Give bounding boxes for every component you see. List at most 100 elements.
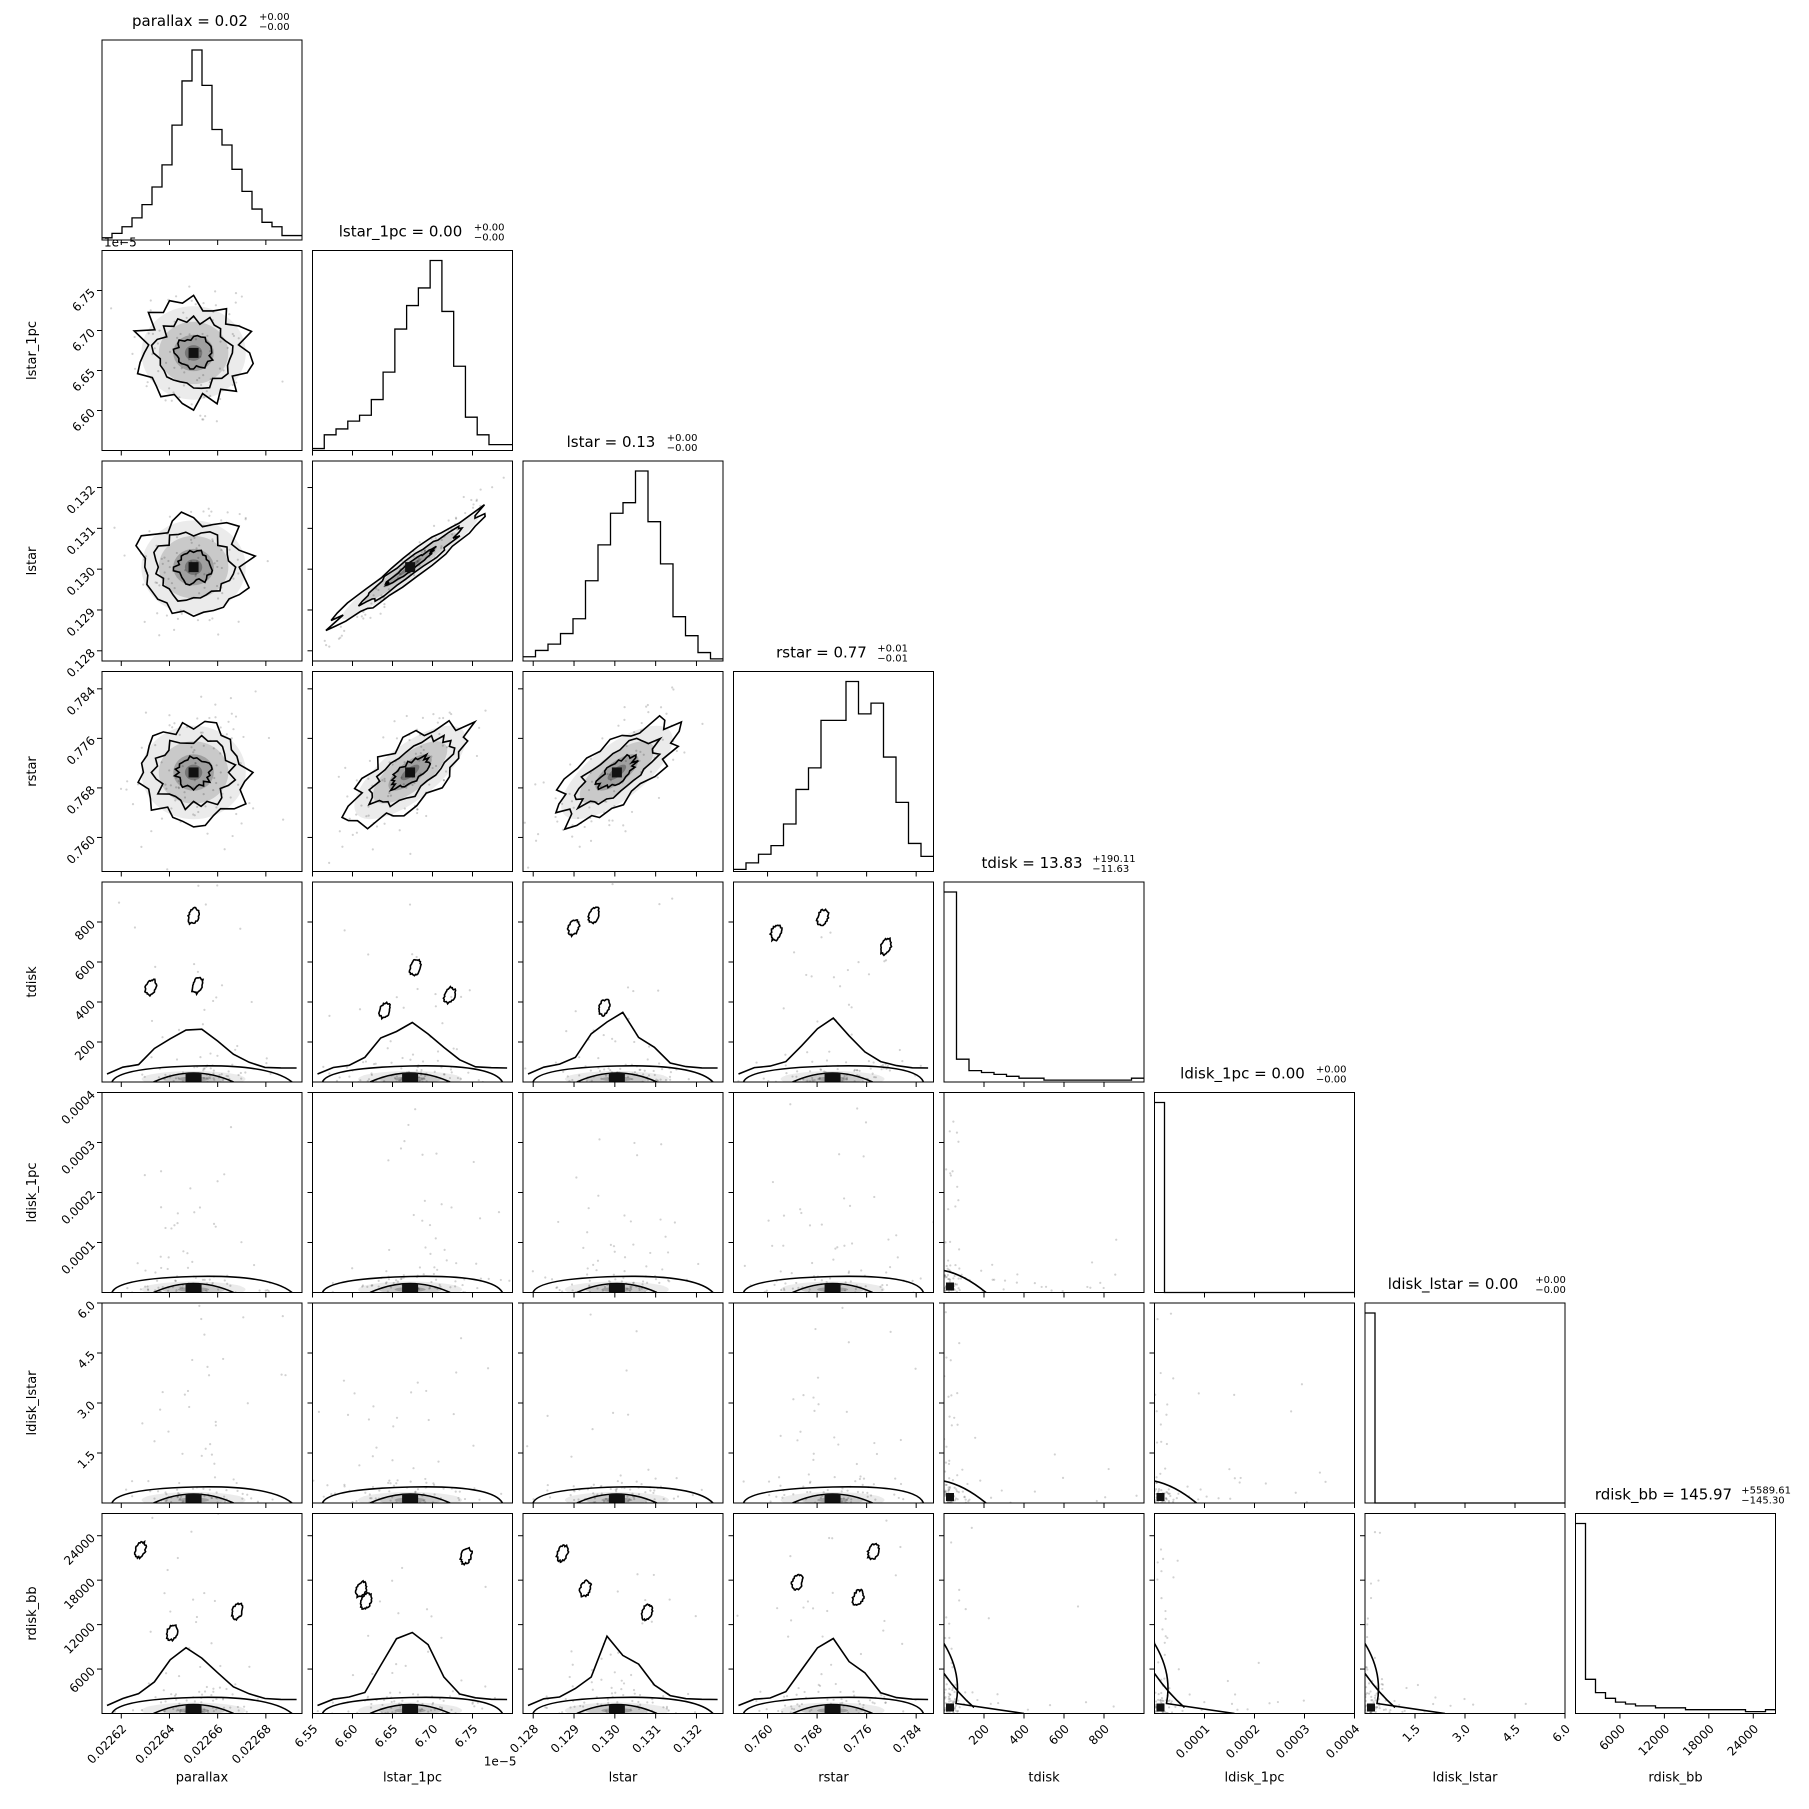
scatter-point (409, 1480, 412, 1483)
scatter-point (798, 1705, 801, 1708)
contour-outer (944, 1480, 987, 1503)
scatter-point (858, 1477, 862, 1481)
scatter-point (1403, 1709, 1406, 1712)
scatter-point (832, 976, 836, 979)
x-ticks-ldisk_lstar (1414, 1503, 1566, 1508)
contour-outer-jagged (738, 1017, 929, 1075)
panel-content-tdisk-vs-parallax (106, 884, 297, 1082)
scatter-point (396, 1479, 399, 1482)
scatter-point (386, 1047, 389, 1050)
scatter-point (955, 1131, 959, 1134)
scatter-point (395, 1663, 398, 1666)
scatter-point (368, 1493, 371, 1496)
scatter-point (632, 1281, 635, 1284)
scatter-point (1159, 1701, 1163, 1704)
scatter-point (144, 1285, 147, 1288)
scatter-point (467, 1071, 470, 1074)
scatter-point (662, 1706, 665, 1709)
scatter-point (370, 1072, 373, 1075)
density-peak (405, 562, 416, 573)
scatter-point (1164, 1617, 1167, 1620)
scatter-point (880, 1068, 883, 1071)
scatter-point (384, 1282, 388, 1285)
scatter-point (666, 1279, 670, 1282)
scatter-point (151, 332, 155, 335)
scatter-point (1239, 1476, 1242, 1480)
scatter-point (218, 1073, 221, 1077)
scatter-point (165, 1493, 168, 1496)
scatter-point (885, 1519, 888, 1522)
hist-frame-parallax (101, 39, 303, 241)
scatter-point (170, 1227, 173, 1230)
scatter-point (353, 1392, 356, 1395)
scatter-point (595, 1269, 598, 1272)
scatter-point (825, 1059, 829, 1062)
scatter-point (513, 1487, 515, 1489)
scatter-point (949, 1275, 951, 1277)
panel-frame (312, 671, 513, 872)
scatter-point (626, 986, 630, 989)
scatter-point (240, 1077, 243, 1080)
scatter-point (944, 1311, 947, 1314)
scatter-point (454, 516, 458, 519)
scatter-point (626, 1287, 629, 1290)
scatter-point (167, 1481, 169, 1483)
scatter-point (866, 1491, 869, 1494)
scatter-point (568, 1079, 571, 1082)
scatter-point (588, 806, 591, 809)
scatter-point (204, 414, 207, 418)
scatter-point (796, 1439, 799, 1442)
scatter-point (816, 1376, 820, 1379)
scatter-point (201, 1710, 204, 1713)
contour-island (879, 937, 893, 957)
panel-frame (101, 460, 303, 662)
x-tick-label-parallax: 0.02262 (84, 1722, 129, 1767)
scatter-point (669, 1078, 672, 1081)
scatter-point (1164, 1497, 1168, 1500)
scatter-point (812, 1452, 815, 1455)
scatter-point (339, 625, 342, 628)
scatter-point (208, 716, 211, 720)
scatter-point (615, 1487, 618, 1490)
scatter-point (585, 1079, 588, 1082)
scatter-point (189, 538, 193, 541)
scatter-point (624, 830, 627, 833)
scatter-point (864, 1121, 868, 1124)
scatter-point (113, 526, 116, 529)
x-tick-label-ldisk_1pc: 0.0003 (1273, 1722, 1313, 1762)
scatter-point (813, 1409, 816, 1413)
x-tick-label-ldisk_1pc: 0.0004 (1323, 1722, 1363, 1762)
scatter-point (235, 381, 238, 384)
scatter-point (244, 1071, 247, 1074)
hist-panel-lstar_1pc: lstar_1pc = 0.00 +0.00−0.00 (312, 223, 513, 451)
scatter-point (792, 1398, 795, 1401)
scatter-point (441, 1711, 444, 1714)
y-tick-label-tdisk: 200 (72, 1037, 98, 1063)
scatter-point (799, 1430, 802, 1433)
scatter-point (776, 1607, 779, 1610)
scatter-point (196, 970, 200, 973)
scatter-point (136, 1262, 139, 1265)
scatter-point (389, 1482, 392, 1485)
scatter-point (265, 1057, 268, 1060)
scatter-point (819, 1496, 823, 1499)
panel-rdisk_bb-vs-rstar: rstar (733, 1513, 934, 1786)
scatter-point (423, 1074, 427, 1078)
scatter-point (534, 783, 537, 786)
scatter-point (587, 1207, 590, 1210)
scatter-point (171, 726, 174, 729)
scatter-point (169, 1610, 172, 1613)
scatter-point (1159, 1699, 1162, 1702)
x-axis-label-lstar: lstar (609, 1771, 638, 1786)
scatter-point (182, 1250, 185, 1253)
scatter-point (948, 1268, 951, 1271)
scatter-point (569, 763, 572, 766)
x-ticks-lstar (532, 1292, 697, 1298)
scatter-point (141, 1422, 144, 1425)
scatter-point (861, 1491, 864, 1494)
scatter-point (148, 530, 151, 533)
scatter-point (201, 1023, 204, 1026)
scatter-point (620, 1280, 623, 1283)
scatter-point (640, 1287, 643, 1290)
